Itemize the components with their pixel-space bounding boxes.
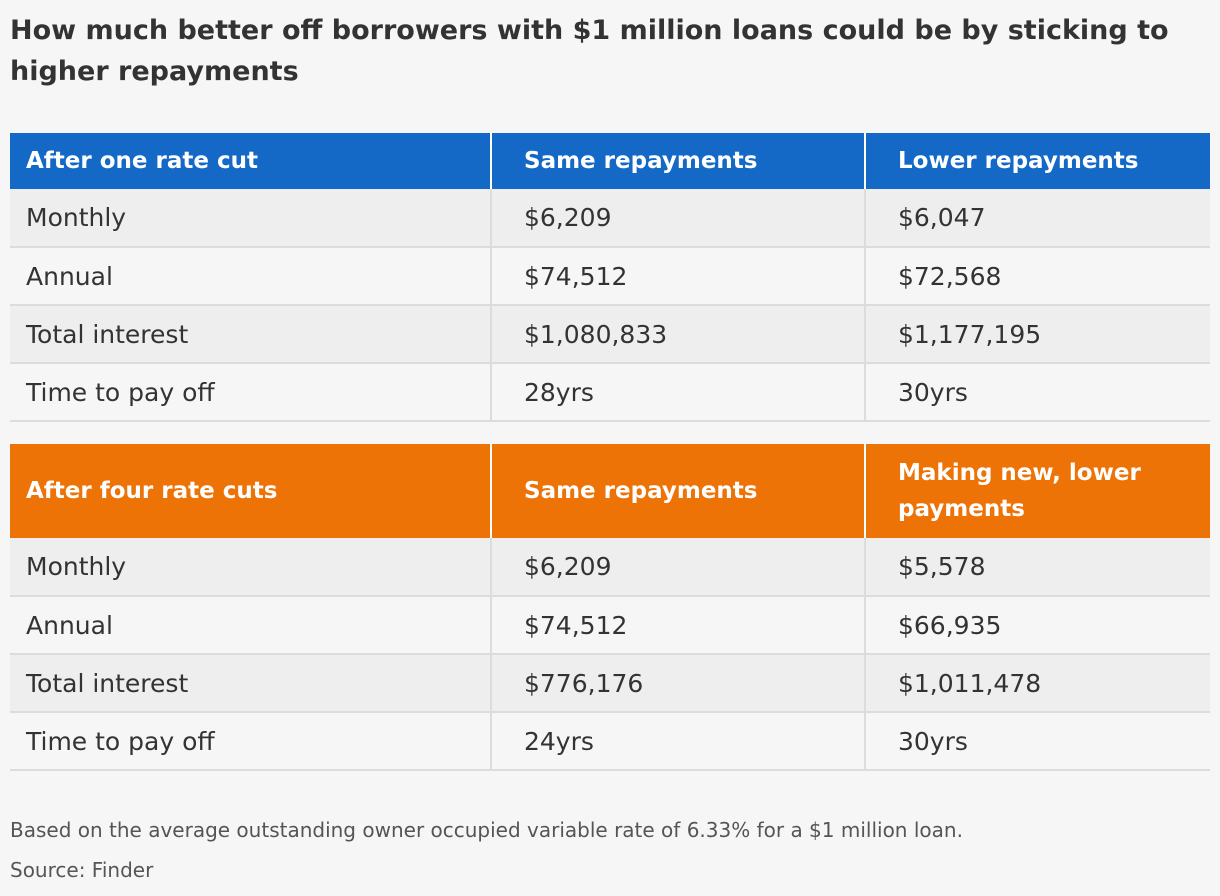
- table-one-rate-cut: After one rate cut Same repayments Lower…: [10, 133, 1210, 422]
- table-cell: $6,209: [491, 189, 866, 248]
- table-cell: $5,578: [865, 538, 1210, 597]
- row-label: Annual: [10, 247, 492, 306]
- row-label: Time to pay off: [10, 712, 492, 771]
- column-header: After one rate cut: [10, 133, 492, 189]
- column-header: Same repayments: [491, 444, 866, 538]
- column-header: Lower repayments: [865, 133, 1210, 189]
- tables-container: After one rate cut Same repayments Lower…: [10, 133, 1210, 771]
- row-label: Time to pay off: [10, 363, 492, 422]
- table-cell: $72,568: [865, 247, 1210, 306]
- table-cell: 30yrs: [865, 712, 1210, 771]
- table-row: Total interest $1,080,833 $1,177,195: [10, 305, 1210, 364]
- source-text: Source: Finder: [10, 858, 154, 882]
- footnotes: Based on the average outstanding owner o…: [10, 810, 1210, 890]
- table-row: Monthly $6,209 $5,578: [10, 538, 1210, 597]
- row-label: Total interest: [10, 654, 492, 713]
- table-cell: 24yrs: [491, 712, 866, 771]
- table-row: Time to pay off 28yrs 30yrs: [10, 363, 1210, 422]
- row-label: Monthly: [10, 189, 492, 248]
- table-cell: $6,047: [865, 189, 1210, 248]
- row-label: Annual: [10, 596, 492, 655]
- table-cell: $776,176: [491, 654, 866, 713]
- table-row: Total interest $776,176 $1,011,478: [10, 654, 1210, 713]
- row-label: Monthly: [10, 538, 492, 597]
- table-row: Time to pay off 24yrs 30yrs: [10, 712, 1210, 771]
- table-cell: $1,177,195: [865, 305, 1210, 364]
- table-cell: 30yrs: [865, 363, 1210, 422]
- table-cell: $74,512: [491, 596, 866, 655]
- table-cell: $66,935: [865, 596, 1210, 655]
- page-title: How much better off borrowers with $1 mi…: [10, 15, 1169, 87]
- table-four-rate-cuts: After four rate cuts Same repayments Mak…: [10, 444, 1210, 771]
- column-header: Same repayments: [491, 133, 866, 189]
- column-header: After four rate cuts: [10, 444, 492, 538]
- column-header: Making new, lower payments: [865, 444, 1210, 538]
- table-header-row: After one rate cut Same repayments Lower…: [10, 133, 1210, 189]
- table-cell: $74,512: [491, 247, 866, 306]
- table-cell: $6,209: [491, 538, 866, 597]
- table-cell: 28yrs: [491, 363, 866, 422]
- row-label: Total interest: [10, 305, 492, 364]
- footnote-text: Based on the average outstanding owner o…: [10, 818, 963, 842]
- table-row: Annual $74,512 $72,568: [10, 247, 1210, 306]
- table-cell: $1,080,833: [491, 305, 866, 364]
- table-row: Monthly $6,209 $6,047: [10, 189, 1210, 248]
- table-header-row: After four rate cuts Same repayments Mak…: [10, 444, 1210, 538]
- table-cell: $1,011,478: [865, 654, 1210, 713]
- table-row: Annual $74,512 $66,935: [10, 596, 1210, 655]
- table-gap: [10, 422, 1210, 444]
